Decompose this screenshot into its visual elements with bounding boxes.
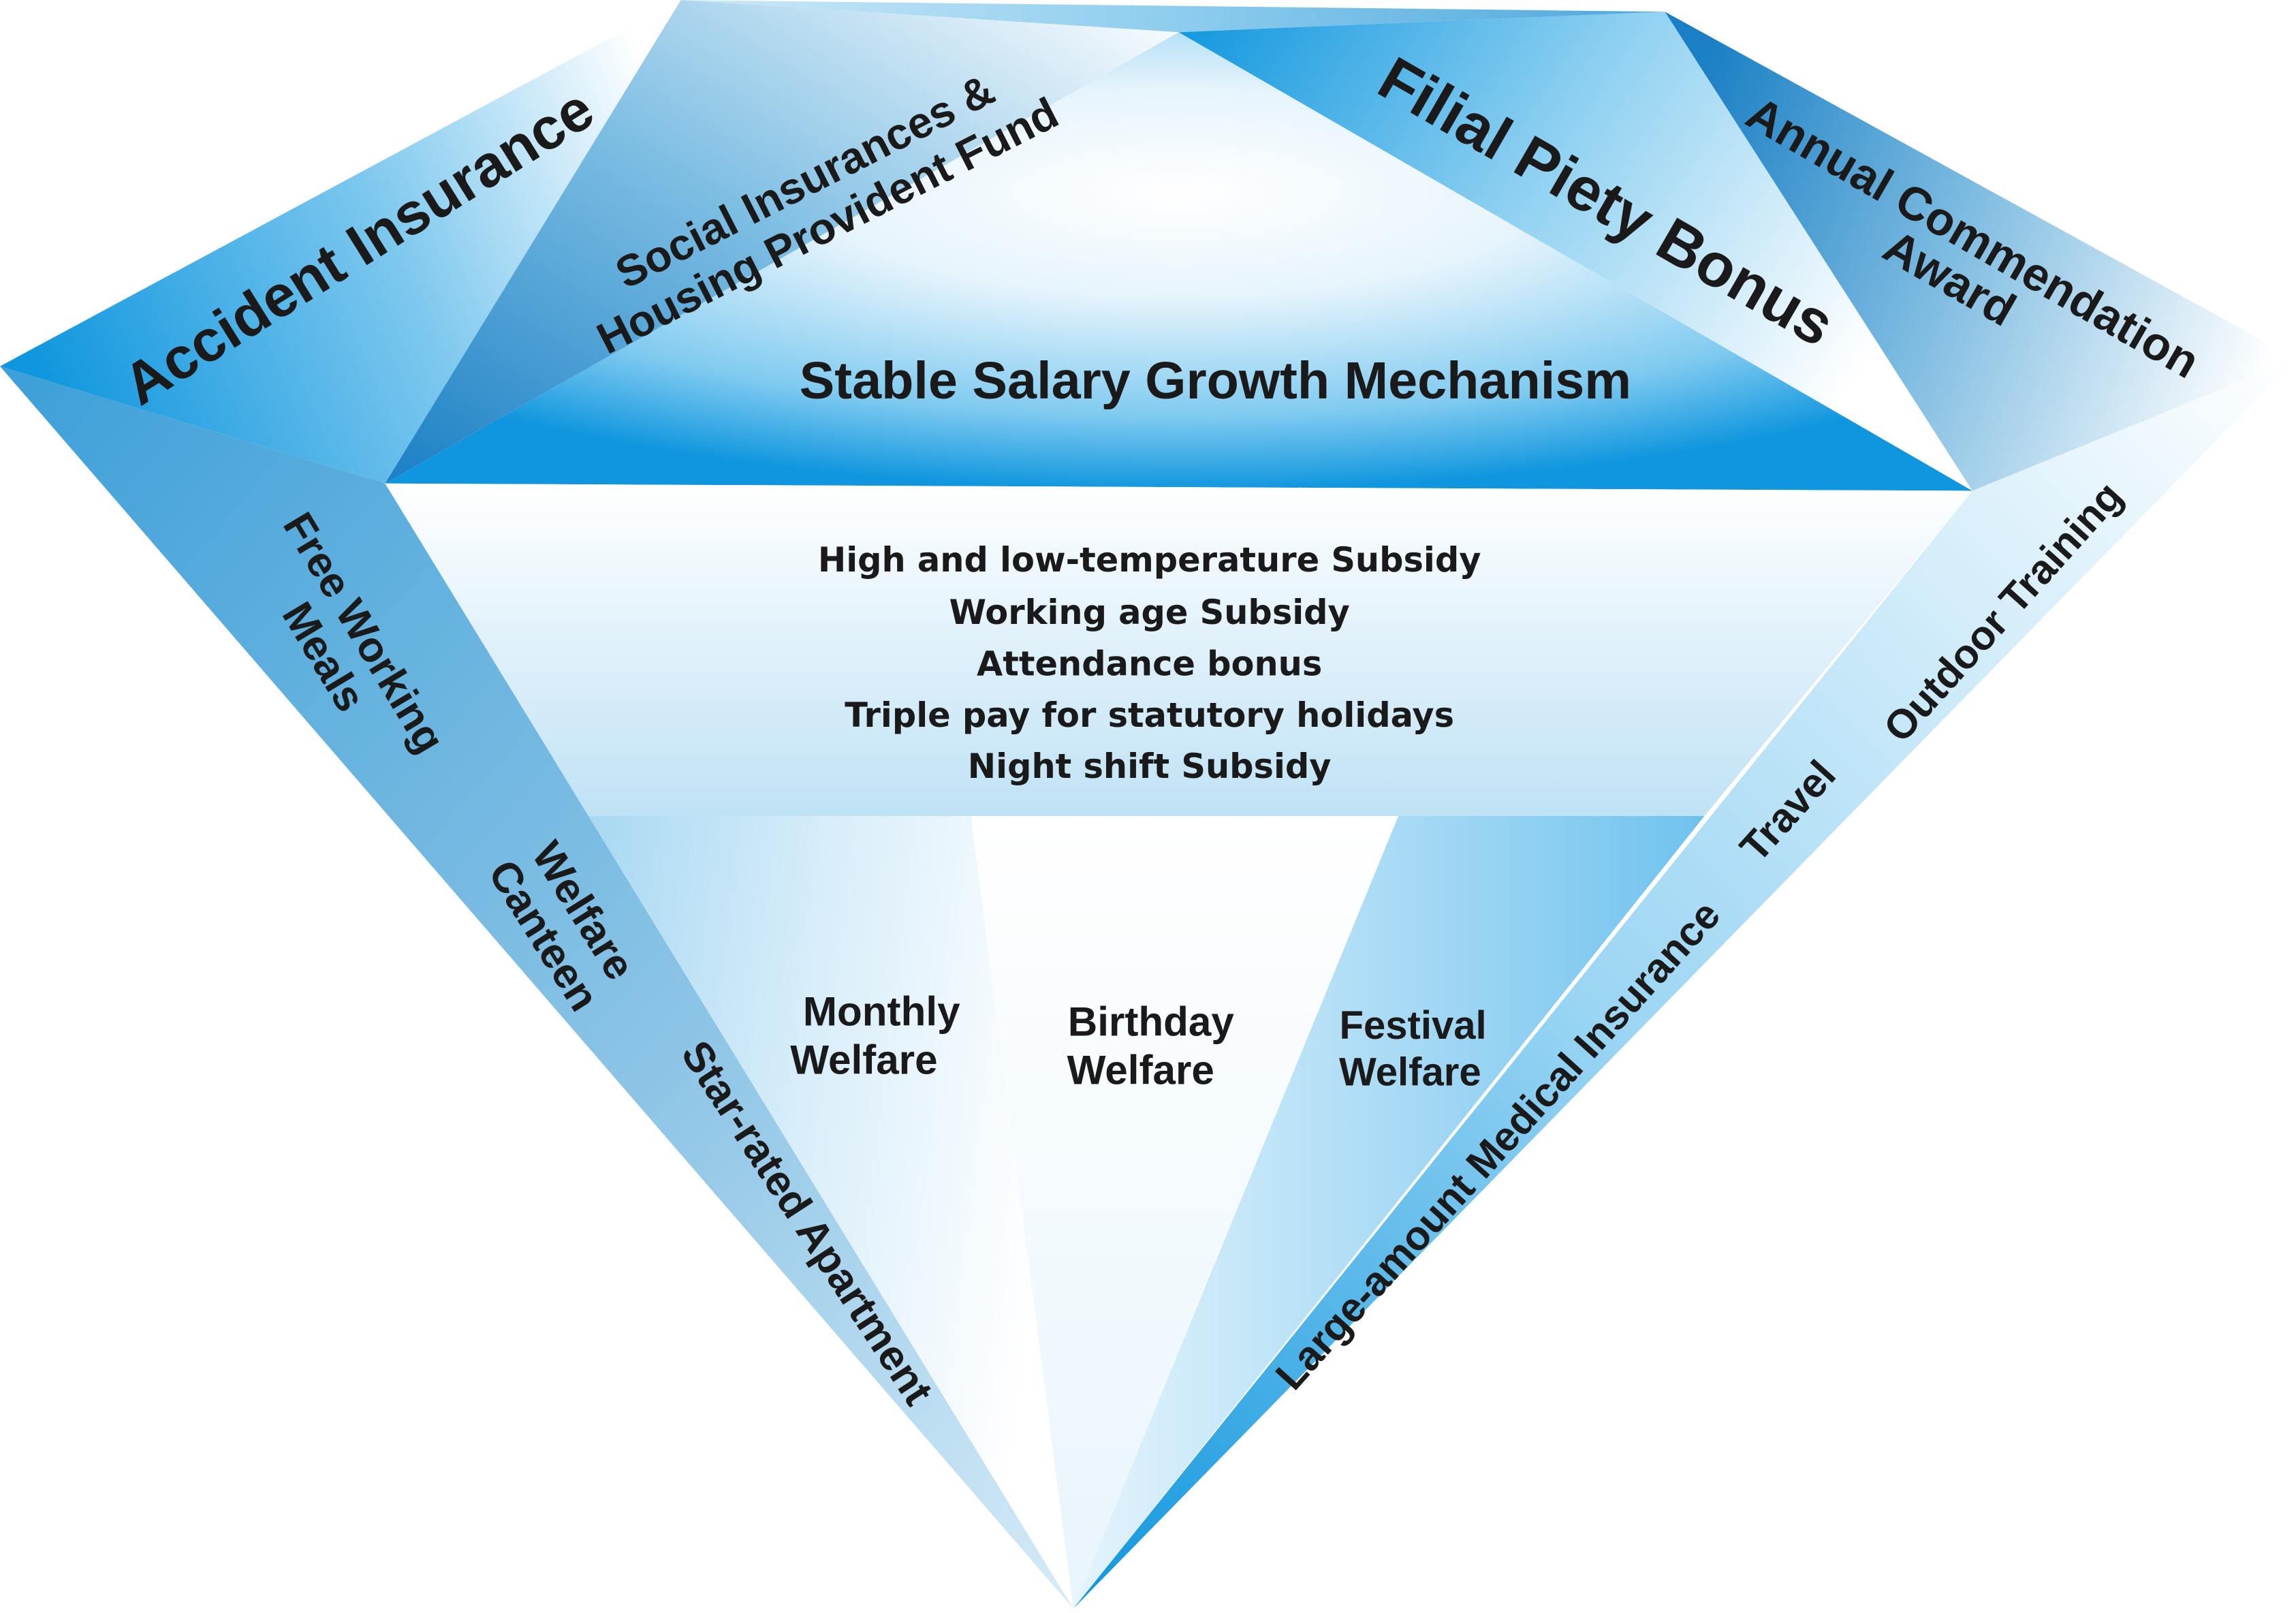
- label-festival-line-2: Welfare: [1339, 1050, 1481, 1095]
- girdle-item: Triple pay for statutory holidays: [845, 695, 1454, 735]
- facet-annual-commendation: [1665, 12, 2296, 491]
- label-festival-welfare: Festival Welfare: [1339, 1003, 1487, 1095]
- label-birthday-line-2: Welfare: [1067, 1048, 1214, 1093]
- label-monthly-welfare: Monthly Welfare: [790, 989, 960, 1083]
- facet-top-strip: [680, 0, 1665, 33]
- facet-left-pavilion: [0, 366, 1073, 1609]
- facet-birthday-welfare: [971, 815, 1399, 1609]
- facet-festival-welfare: [1073, 815, 1705, 1609]
- facet-filial-piety: [1178, 12, 1972, 491]
- label-monthly-line-1: Monthly: [803, 989, 960, 1035]
- facet-salary-growth: [385, 32, 1972, 491]
- facet-right-pavilion: [1073, 358, 2296, 1609]
- label-birthday-line-1: Birthday: [1068, 999, 1235, 1045]
- label-salary-growth: Stable Salary Growth Mechanism: [800, 351, 1631, 410]
- facet-accident-insurance: [0, 0, 681, 484]
- label-festival-line-1: Festival: [1340, 1003, 1487, 1048]
- label-birthday-welfare: Birthday Welfare: [1067, 999, 1235, 1093]
- girdle-item: Working age Subsidy: [949, 593, 1350, 632]
- girdle-item: Night shift Subsidy: [968, 747, 1332, 786]
- label-monthly-line-2: Welfare: [790, 1037, 937, 1083]
- facet-girdle-band: [385, 483, 1972, 816]
- girdle-item: High and low-temperature Subsidy: [818, 540, 1481, 580]
- girdle-list: High and low-temperature Subsidy Working…: [818, 540, 1481, 786]
- girdle-item: Attendance bonus: [977, 644, 1322, 683]
- facet-social-insurances: [385, 0, 1179, 484]
